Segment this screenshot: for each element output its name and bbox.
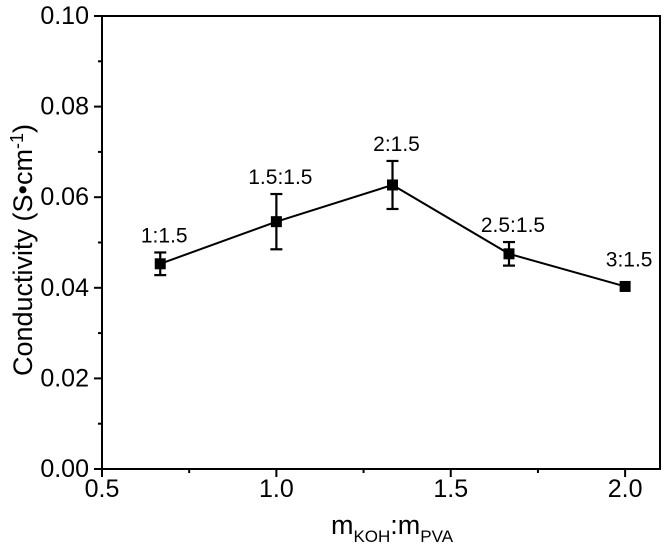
point-label: 2:1.5 bbox=[373, 133, 420, 156]
point-label: 1.5:1.5 bbox=[248, 166, 312, 189]
data-point-marker bbox=[270, 216, 282, 228]
y-tick-label: 0.10 bbox=[40, 2, 89, 30]
data-point-marker bbox=[503, 248, 515, 260]
x-tick-label: 1.0 bbox=[259, 475, 294, 503]
y-tick-label: 0.04 bbox=[40, 274, 89, 302]
x-tick-label: 1.5 bbox=[433, 475, 468, 503]
data-point-marker bbox=[387, 179, 399, 191]
y-tick-label: 0.02 bbox=[40, 364, 89, 392]
y-tick-label: 0.06 bbox=[40, 183, 89, 211]
point-label: 2.5:1.5 bbox=[481, 214, 545, 237]
point-label: 3:1.5 bbox=[606, 248, 653, 271]
point-label: 1:1.5 bbox=[141, 224, 188, 247]
x-tick-label: 2.0 bbox=[608, 475, 643, 503]
y-axis-title: Conductivity (S•cm-1) bbox=[7, 124, 38, 376]
y-tick-label: 0.00 bbox=[40, 455, 89, 483]
data-point-marker bbox=[619, 280, 631, 292]
x-axis-title: mKOH:mPVA bbox=[331, 510, 454, 546]
y-tick-label: 0.08 bbox=[40, 93, 89, 121]
data-point-marker bbox=[154, 258, 166, 270]
x-tick-label: 0.5 bbox=[85, 475, 120, 503]
